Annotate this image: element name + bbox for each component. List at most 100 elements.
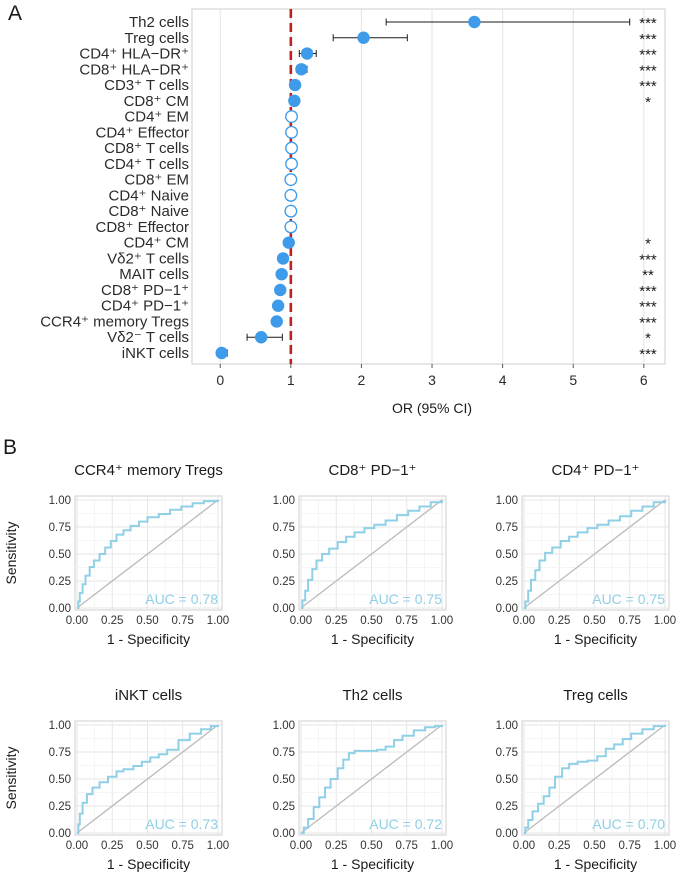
forest-row: CD4⁺ Naive bbox=[109, 187, 298, 204]
forest-row: CD8⁺ CM * bbox=[124, 93, 652, 111]
significance-label: *** bbox=[639, 31, 657, 48]
or-point bbox=[215, 346, 228, 360]
roc-panel: CCR4⁺ memory Tregs AUC = 0.78 0.000.00 0.25… bbox=[3, 462, 229, 647]
forest-row-label: CD8⁺ EM bbox=[124, 172, 189, 189]
forest-row-label: CD3⁺ T cells bbox=[104, 77, 189, 94]
roc-curve bbox=[77, 500, 219, 609]
roc-x-tick-label: 0.75 bbox=[619, 615, 641, 627]
roc-x-tick-label: 0.00 bbox=[290, 840, 312, 852]
roc-x-tick-label: 0.75 bbox=[619, 840, 641, 852]
forest-row: CD4⁺ T cells bbox=[104, 156, 298, 173]
roc-x-tick-label: 1.00 bbox=[431, 840, 453, 852]
roc-x-axis-label: 1 - Specificity bbox=[331, 631, 414, 647]
roc-curve bbox=[301, 500, 443, 609]
or-point bbox=[275, 267, 288, 281]
roc-panel: iNKT cells AUC = 0.73 0.000.00 0.25 0.25 0.50… bbox=[3, 687, 229, 872]
roc-y-tick-label: 0.00 bbox=[49, 603, 71, 615]
roc-x-axis-label: 1 - Specificity bbox=[107, 856, 190, 872]
roc-y-tick-label: 0.25 bbox=[49, 801, 71, 813]
forest-row-label: iNKT cells bbox=[122, 345, 189, 362]
forest-row-label: CD4⁺ HLA−DR⁺ bbox=[79, 46, 189, 63]
roc-y-tick-label: 0.00 bbox=[496, 828, 518, 840]
roc-diagonal bbox=[76, 499, 219, 609]
auc-label: AUC = 0.75 bbox=[592, 591, 665, 607]
or-point-nonsignificant bbox=[285, 157, 298, 171]
forest-row: Treg cells *** bbox=[125, 30, 657, 48]
forest-row: Vδ2⁺ T cells *** bbox=[107, 250, 657, 268]
forest-row: CD8⁺ EM bbox=[124, 172, 298, 189]
or-point bbox=[288, 78, 302, 92]
roc-x-tick-label: 0.25 bbox=[101, 615, 123, 627]
roc-y-tick-label: 0.25 bbox=[496, 576, 518, 588]
forest-plot: Th2 cells ***Treg cells ***CD4⁺ HLA−DR⁺ ***… bbox=[40, 8, 666, 416]
forest-x-axis-label: OR (95% CI) bbox=[392, 400, 472, 416]
panel-a-letter: A bbox=[8, 2, 22, 25]
roc-curve bbox=[77, 725, 219, 834]
or-point-nonsignificant bbox=[285, 141, 298, 155]
forest-row-label: Th2 cells bbox=[129, 14, 189, 31]
or-point-nonsignificant bbox=[285, 110, 298, 124]
or-point bbox=[300, 47, 314, 60]
or-point-nonsignificant bbox=[284, 204, 298, 218]
roc-x-axis-label: 1 - Specificity bbox=[331, 856, 414, 872]
forest-row-label: CD4⁺ PD−1⁺ bbox=[101, 298, 189, 315]
roc-y-tick-label: 0.75 bbox=[273, 522, 295, 534]
significance-label: *** bbox=[639, 314, 657, 331]
forest-row-label: CD8⁺ CM bbox=[124, 93, 189, 110]
forest-x-tick-label: 1 bbox=[287, 372, 295, 388]
roc-diagonal bbox=[523, 499, 666, 609]
forest-row: CD4⁺ CM * bbox=[124, 235, 652, 253]
or-point bbox=[276, 252, 290, 265]
significance-label: *** bbox=[639, 15, 657, 32]
auc-label: AUC = 0.78 bbox=[145, 591, 218, 607]
roc-x-tick-label: 0.25 bbox=[548, 840, 570, 852]
roc-x-tick-label: 0.00 bbox=[66, 615, 88, 627]
roc-x-tick-label: 0.50 bbox=[583, 615, 605, 627]
forest-row: iNKT cells *** bbox=[122, 345, 657, 363]
or-point bbox=[282, 236, 295, 249]
roc-x-tick-label: 0.25 bbox=[548, 615, 570, 627]
significance-label: *** bbox=[639, 251, 657, 268]
forest-row-label: CD4⁺ T cells bbox=[104, 156, 189, 173]
roc-diagonal bbox=[76, 724, 219, 834]
roc-x-tick-label: 0.75 bbox=[172, 615, 194, 627]
auc-label: AUC = 0.72 bbox=[369, 816, 442, 832]
roc-y-tick-label: 0.75 bbox=[273, 747, 295, 759]
forest-x-tick-label: 4 bbox=[499, 372, 507, 388]
forest-row-label: Vδ2⁻ T cells bbox=[107, 329, 189, 346]
roc-x-axis-label: 1 - Specificity bbox=[554, 856, 637, 872]
or-point bbox=[295, 63, 308, 76]
roc-y-tick-label: 0.50 bbox=[496, 774, 518, 786]
forest-row: CD8⁺ HLA−DR⁺ *** bbox=[79, 61, 657, 79]
forest-row-label: CD4⁺ Effector bbox=[95, 124, 189, 141]
or-point bbox=[468, 15, 481, 29]
forest-row-label: CD4⁺ EM bbox=[124, 109, 189, 126]
forest-row-label: CD8⁺ T cells bbox=[104, 140, 189, 157]
forest-row-label: CD8⁺ Effector bbox=[95, 219, 189, 236]
roc-x-tick-label: 0.75 bbox=[396, 615, 418, 627]
roc-y-axis-label: Sensitivity bbox=[3, 746, 19, 809]
roc-y-tick-label: 0.25 bbox=[273, 801, 295, 813]
roc-y-tick-label: 0.50 bbox=[273, 549, 295, 561]
roc-x-tick-label: 1.00 bbox=[654, 840, 676, 852]
roc-y-tick-label: 1.00 bbox=[273, 495, 295, 507]
or-point bbox=[357, 31, 370, 44]
roc-curve bbox=[301, 725, 443, 834]
significance-label: * bbox=[645, 330, 651, 347]
roc-x-tick-label: 0.25 bbox=[101, 840, 123, 852]
forest-row: CD8⁺ PD−1⁺ *** bbox=[101, 282, 657, 300]
roc-x-tick-label: 0.00 bbox=[513, 840, 535, 852]
forest-row: Vδ2⁻ T cells * bbox=[107, 329, 651, 347]
forest-x-ticks: 0 1 2 3 4 5 6 bbox=[216, 364, 648, 388]
roc-x-tick-label: 0.75 bbox=[396, 840, 418, 852]
or-point bbox=[270, 315, 283, 328]
roc-panel: Th2 cells AUC = 0.72 0.000.00 0.25 0.25 0.50 0… bbox=[273, 687, 454, 872]
forest-row: CD4⁺ Effector bbox=[95, 124, 298, 141]
forest-row-label: CD4⁺ Naive bbox=[109, 187, 189, 204]
or-point bbox=[274, 283, 287, 297]
roc-x-tick-label: 0.25 bbox=[325, 615, 347, 627]
forest-row-label: CD8⁺ Naive bbox=[109, 203, 189, 220]
forest-row-label: CD8⁺ PD−1⁺ bbox=[101, 282, 189, 299]
roc-y-tick-label: 1.00 bbox=[273, 720, 295, 732]
